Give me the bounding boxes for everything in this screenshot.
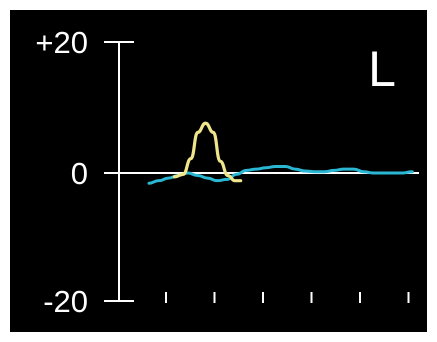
y-tick-label: +20	[35, 25, 88, 60]
series-layer	[147, 121, 414, 185]
highlight-peak-line	[172, 121, 243, 183]
y-ticks: +20 0 -20	[35, 25, 134, 319]
y-tick-label: 0	[71, 156, 88, 191]
y-tick-label: -20	[43, 284, 88, 319]
waveform-line	[147, 164, 414, 185]
channel-label: L	[368, 41, 396, 97]
x-ticks	[165, 292, 410, 303]
